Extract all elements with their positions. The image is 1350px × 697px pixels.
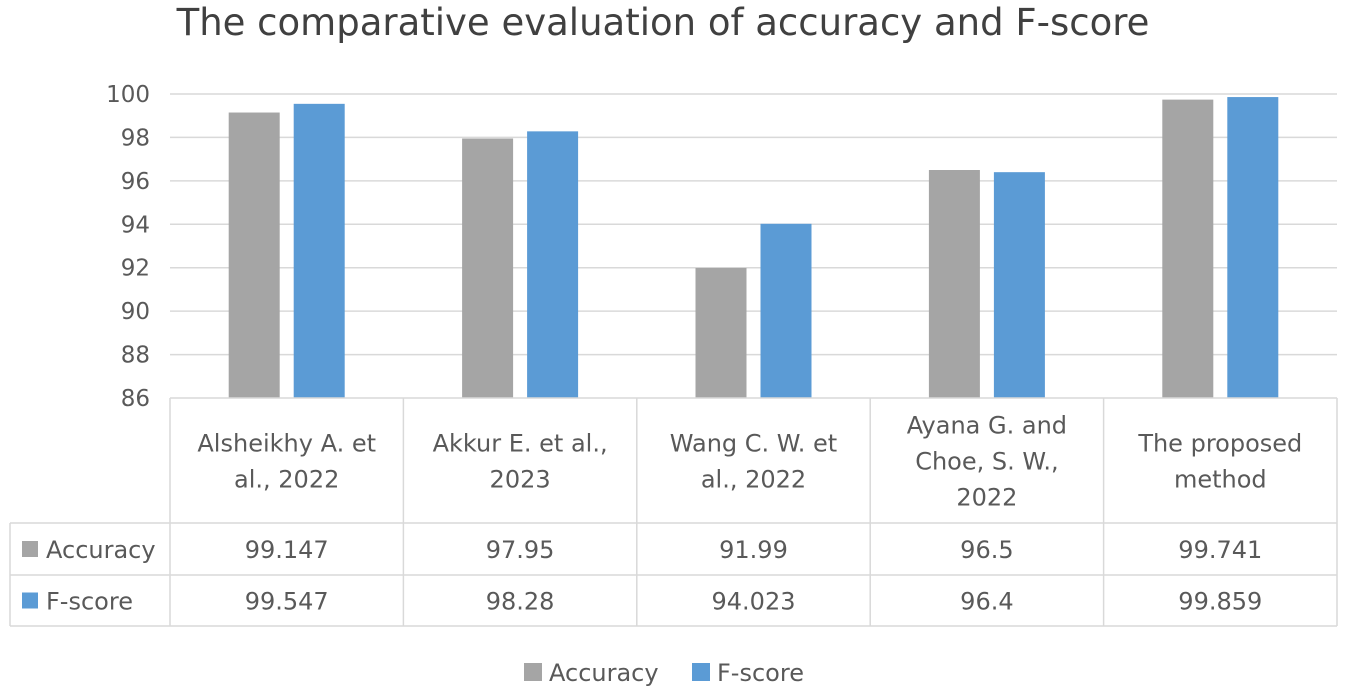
- data-label: 96.4: [960, 588, 1013, 616]
- data-label: 99.741: [1178, 536, 1262, 564]
- table-series-name: F-score: [46, 588, 133, 616]
- category-label-line: Wang C. W. et: [670, 430, 837, 458]
- data-label: 99.547: [245, 588, 329, 616]
- data-table: Alsheikhy A. et al., 2022 Akkur E. et al.,…: [9, 397, 1338, 627]
- bar-f-score: [1227, 97, 1279, 399]
- category-label: Wang C. W. et al., 2022: [670, 430, 837, 494]
- data-label: 96.5: [960, 536, 1013, 564]
- category-label-line: 2022: [956, 484, 1017, 512]
- data-label: 97.95: [486, 536, 555, 564]
- y-axis: 86 88 90 92 94 96 98 100: [106, 82, 150, 412]
- category-label-line: 2023: [490, 466, 551, 494]
- category-label-line: Choe, S. W.,: [915, 448, 1058, 476]
- table-key-f-score: [22, 592, 38, 609]
- y-tick-label: 88: [121, 343, 150, 369]
- data-label: 91.99: [719, 536, 788, 564]
- bar-accuracy: [228, 112, 280, 399]
- bar-f-score: [760, 223, 812, 398]
- y-tick-label: 96: [121, 169, 150, 195]
- bar-f-score: [527, 131, 579, 398]
- category-label: The proposed method: [1137, 430, 1302, 494]
- data-label: 94.023: [712, 588, 796, 616]
- bar-accuracy: [462, 138, 514, 398]
- category-label-line: The proposed: [1137, 430, 1302, 458]
- category-label-line: al., 2022: [701, 466, 806, 494]
- bar-accuracy: [695, 267, 747, 398]
- y-tick-label: 90: [121, 299, 150, 325]
- category-label: Ayana G. and Choe, S. W., 2022: [907, 412, 1067, 512]
- data-label: 99.859: [1178, 588, 1262, 616]
- bar-accuracy: [928, 170, 980, 398]
- category-label-line: Akkur E. et al.,: [433, 430, 608, 458]
- category-label-line: al., 2022: [234, 466, 339, 494]
- legend-key-accuracy: [524, 663, 542, 681]
- y-tick-label: 100: [106, 82, 150, 108]
- gridlines: [170, 93, 1337, 356]
- legend-key-f-score: [692, 663, 710, 681]
- bar-accuracy: [1162, 99, 1214, 399]
- bar-f-score: [993, 172, 1045, 398]
- table-series-name: Accuracy: [46, 536, 156, 564]
- y-tick-label: 92: [121, 256, 150, 282]
- category-label-line: Alsheikhy A. et: [197, 430, 376, 458]
- legend-label: F-score: [717, 659, 804, 687]
- chart-title: The comparative evaluation of accuracy a…: [176, 1, 1150, 44]
- y-tick-label: 86: [121, 386, 150, 412]
- category-label: Akkur E. et al., 2023: [433, 430, 608, 494]
- category-label-line: method: [1174, 466, 1267, 494]
- table-key-accuracy: [22, 541, 38, 557]
- data-label: 99.147: [245, 536, 329, 564]
- category-label-line: Ayana G. and: [907, 412, 1067, 440]
- y-tick-label: 98: [121, 125, 150, 151]
- legend: Accuracy F-score: [524, 659, 804, 687]
- bars: [228, 97, 1279, 399]
- category-label: Alsheikhy A. et al., 2022: [197, 430, 376, 494]
- legend-label: Accuracy: [549, 659, 659, 687]
- y-tick-label: 94: [121, 212, 150, 238]
- bar-f-score: [293, 103, 345, 398]
- data-label: 98.28: [486, 588, 555, 616]
